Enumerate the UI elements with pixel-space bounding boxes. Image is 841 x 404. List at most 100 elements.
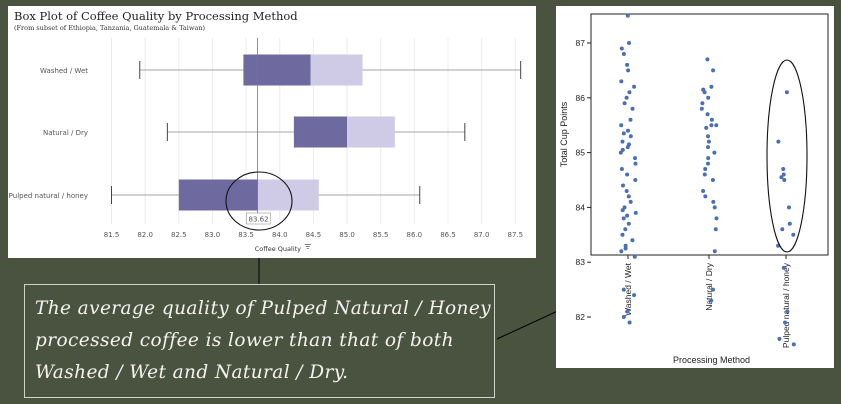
data-point [623, 227, 628, 232]
category-label: Washed / Wet [40, 67, 88, 75]
x-tick-label: 86.5 [440, 231, 456, 239]
data-point [621, 287, 626, 292]
data-point [627, 320, 632, 325]
data-point [714, 216, 719, 221]
data-point [703, 194, 708, 199]
data-point [787, 221, 792, 226]
x-axis-label: Processing Method [673, 355, 750, 365]
data-point [710, 178, 715, 182]
data-point [712, 249, 717, 254]
data-point [709, 123, 714, 128]
data-point [784, 90, 789, 95]
y-tick-label: 85 [576, 148, 586, 158]
plot-frame [590, 13, 829, 256]
data-point [705, 112, 710, 117]
data-point [780, 227, 785, 232]
data-point [779, 175, 784, 180]
data-point [627, 90, 632, 95]
category-label: Pulped natural / honey [9, 192, 88, 200]
data-point [633, 178, 638, 182]
data-point [782, 178, 787, 182]
data-point [632, 254, 637, 259]
strip-plot-panel: 82 83 84 85 86 87 Total Cup Points Washed / Wet… [556, 6, 834, 368]
data-point [625, 62, 630, 67]
data-point [633, 210, 638, 215]
data-point [706, 139, 711, 144]
box-upper-half [347, 116, 395, 148]
data-point [626, 221, 631, 226]
data-point [625, 309, 630, 314]
x-tick-label: Natural / Dry [704, 262, 714, 310]
data-point [619, 46, 624, 51]
reference-value-box [246, 212, 271, 225]
x-tick-label: 81.5 [104, 231, 120, 239]
data-point [628, 134, 633, 139]
data-point [787, 205, 791, 210]
data-point [791, 342, 796, 347]
data-point [630, 238, 635, 243]
data-point [785, 309, 790, 314]
data-point [700, 101, 705, 106]
highlight-ellipse [766, 59, 808, 253]
data-point [621, 315, 626, 319]
data-point [709, 117, 714, 122]
highlight-ellipse [225, 171, 293, 231]
y-tick-label: 82 [576, 312, 586, 322]
y-tick-label: 86 [576, 93, 586, 103]
x-tick-label: 82.0 [137, 231, 153, 239]
box-plot-chart: 81.5 82.0 82.5 83.0 83.5 84.0 84.5 85.0 85.5 86.0… [9, 38, 524, 253]
data-point [704, 125, 709, 130]
data-point [776, 139, 781, 144]
x-tick-label: 85.5 [373, 231, 389, 239]
sort-icon [304, 244, 311, 249]
data-point [705, 57, 710, 62]
data-point [628, 199, 633, 204]
data-point [625, 145, 630, 150]
data-point [633, 161, 638, 166]
x-tick-label: 85.0 [339, 231, 355, 239]
x-axis-label: Coffee Quality [255, 245, 301, 253]
data-point [706, 156, 711, 161]
box-plot-panel: Box Plot of Coffee Quality by Processing… [8, 6, 536, 258]
box-lower-half [178, 179, 258, 211]
data-point [706, 95, 711, 100]
x-tick-label: 87.5 [508, 231, 524, 239]
strip-plot-chart: 82 83 84 85 86 87 Total Cup Points Washed / Wet… [559, 13, 829, 365]
data-point [712, 205, 717, 210]
data-point [626, 194, 631, 199]
data-point [619, 79, 624, 84]
data-point [714, 123, 719, 128]
data-point [633, 156, 637, 161]
box-upper-half [310, 54, 363, 86]
data-point [781, 167, 786, 171]
data-point [619, 167, 624, 171]
data-point [706, 134, 710, 139]
data-point [703, 167, 708, 171]
data-point [632, 84, 637, 89]
data-point [706, 145, 710, 150]
x-tick-label: Pulped natural / honey [781, 262, 791, 348]
x-tick-label: 87.0 [474, 231, 490, 239]
data-point [632, 293, 637, 298]
data-point [620, 232, 625, 237]
data-point [625, 13, 630, 18]
data-point [620, 139, 625, 144]
x-tick-label: 82.5 [171, 231, 187, 239]
category-label: Natural / Dry [43, 129, 88, 137]
data-point [630, 106, 635, 111]
data-point [625, 213, 630, 218]
x-tick-label: 84.5 [306, 231, 322, 239]
data-point [622, 101, 627, 106]
data-point [621, 131, 626, 136]
data-point [706, 161, 710, 166]
data-point [712, 150, 717, 155]
box-plot-title: Box Plot of Coffee Quality by Processing… [14, 9, 298, 23]
data-point [626, 128, 630, 133]
y-axis-label: Total Cup Points [559, 101, 569, 167]
data-point [713, 227, 718, 232]
data-point [711, 287, 715, 292]
data-point [709, 298, 714, 303]
y-tick-label: 87 [576, 38, 586, 48]
y-tick-label: 84 [576, 202, 586, 212]
x-tick-label: 83.5 [238, 231, 254, 239]
